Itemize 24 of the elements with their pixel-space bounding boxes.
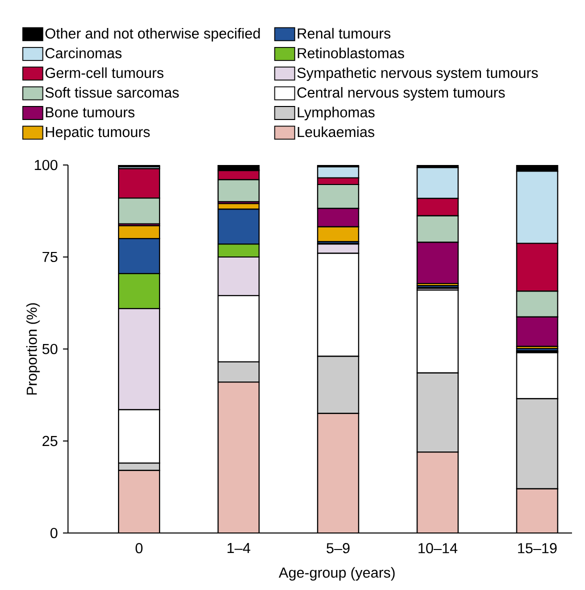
legend-label: Sympathetic nervous system tumours bbox=[297, 67, 538, 81]
y-tick-label: 50 bbox=[42, 344, 58, 354]
legend-label: Retinoblastomas bbox=[298, 48, 404, 58]
y-tick-label: 25 bbox=[42, 436, 58, 446]
legend-label: Lymphomas bbox=[298, 106, 375, 120]
legend-label: Hepatic tumours bbox=[46, 126, 150, 140]
x-tick-label: 0 bbox=[136, 543, 143, 554]
legend-label: Bone tumours bbox=[46, 107, 134, 118]
x-tick-label: 10–14 bbox=[418, 543, 458, 554]
y-tick-label: 100 bbox=[34, 160, 58, 170]
legend-label: Germ-cell tumours bbox=[45, 67, 164, 78]
y-axis-title: Proportion (%) bbox=[26, 303, 40, 395]
legend-label: Central nervous system tumours bbox=[297, 87, 505, 101]
y-tick-label: 0 bbox=[50, 528, 58, 538]
legend-label: Other and not otherwise specified bbox=[45, 28, 260, 42]
legend-label: Carcinomas bbox=[45, 48, 122, 58]
x-tick-label: 1–4 bbox=[228, 543, 250, 554]
x-axis-title: Age-group (years) bbox=[278, 567, 395, 581]
y-tick-label: 75 bbox=[42, 252, 58, 262]
legend-label: Leukaemias bbox=[298, 126, 374, 138]
legend-label: Renal tumours bbox=[298, 28, 390, 39]
legend-label: Soft tissue sarcomas bbox=[45, 87, 179, 98]
x-tick-label: 5–9 bbox=[326, 543, 350, 554]
x-tick-label: 15–19 bbox=[518, 543, 557, 554]
